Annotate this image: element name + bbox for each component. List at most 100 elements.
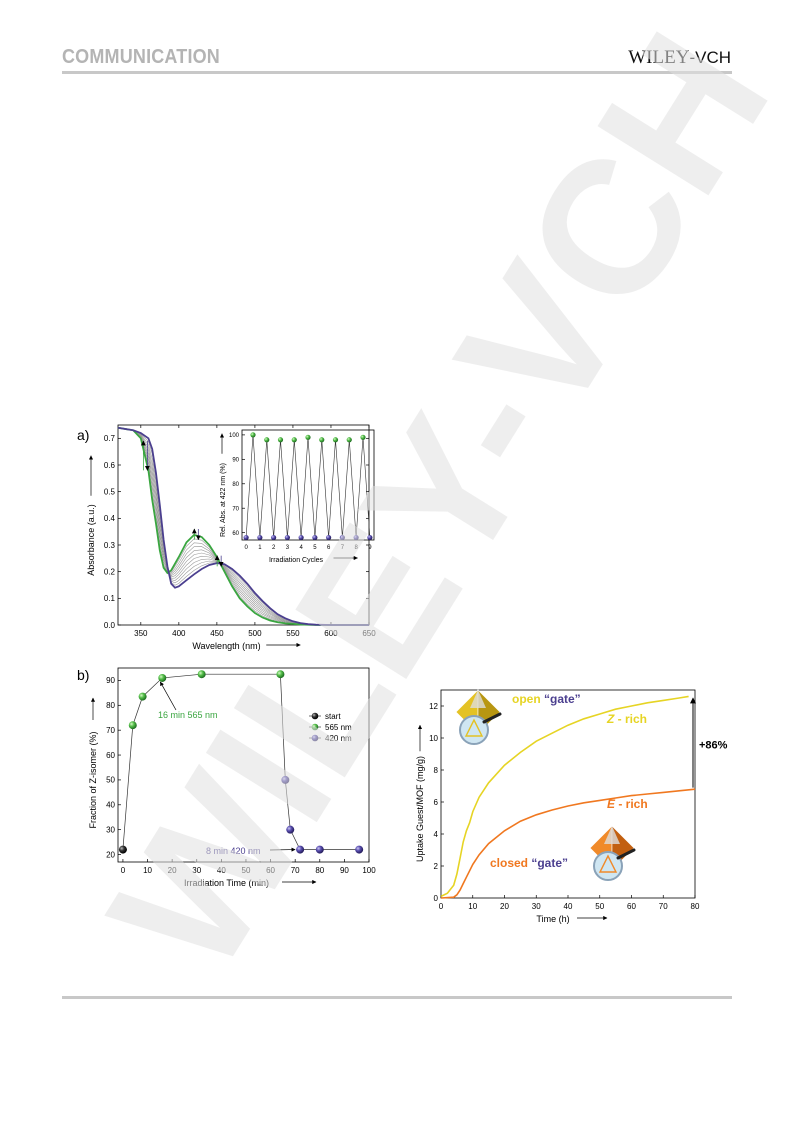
c-closed-crystal-icon-facet: [604, 826, 620, 844]
b-xtick-label: 0: [121, 866, 126, 875]
a-ytick-label: 0.5: [104, 487, 116, 496]
a-inset-xtick-label: 5: [313, 545, 317, 551]
a-ylabel: Absorbance (a.u.): [86, 504, 96, 576]
c-xtick-label: 20: [500, 902, 509, 911]
c-ytick-label: 6: [434, 798, 439, 807]
a-xtick-label: 450: [210, 629, 224, 638]
c-xtick-label: 40: [564, 902, 573, 911]
c-z-letter: Z: [606, 712, 615, 726]
b-point-565nm: [138, 692, 147, 701]
c-ytick-label: 12: [429, 702, 438, 711]
a-inset-point-purple: [326, 534, 332, 541]
b-legend-label: 420 nm: [325, 734, 352, 743]
c-increase-label: +86%: [699, 739, 728, 751]
b-ytick-label: 80: [106, 701, 115, 710]
a-intermediate-spectrum: [117, 427, 369, 626]
c-xtick-label: 0: [439, 902, 444, 911]
c-xtick-label: 30: [532, 902, 541, 911]
b-ytick-label: 60: [106, 751, 115, 760]
a-ytick-label: 0.7: [104, 434, 116, 443]
c-ytick-label: 8: [434, 766, 439, 775]
c-open-crystal-icon-lens-content: [464, 718, 484, 737]
c-open-word: open: [512, 692, 541, 706]
a-inset-point-purple: [353, 534, 359, 541]
a-ytick-label: 0.3: [104, 541, 116, 550]
panel-a-label: a): [77, 427, 90, 443]
watermark: WILEY-VCH: [70, 0, 793, 1007]
c-ytick-label: 4: [434, 830, 439, 839]
a-inset-xlabel: Irradiation Cycles: [269, 557, 324, 564]
b-legend-label: 565 nm: [325, 723, 352, 732]
c-ylabel: Uptake Guest/MOF (mg/g): [415, 756, 425, 862]
b-frame: [117, 667, 370, 863]
a-inset-xtick-label: 9: [368, 545, 372, 551]
header-rule: [62, 71, 732, 74]
a-inset-point-purple: [257, 534, 263, 541]
b-xtick-label: 80: [315, 866, 324, 875]
footer-rule: [62, 996, 732, 999]
b-point-420nm: [296, 845, 305, 854]
c-closed-word: closed: [490, 856, 528, 870]
section-title: COMMUNICATION: [62, 46, 220, 68]
a-inset-point-green: [250, 432, 256, 438]
panel-c: 0 10 20 30 40 50 60 70 80 0 2 4 6 8 10 12 Time (h) Uptake…: [415, 689, 728, 924]
a-inset-ylabel: Rel. Abs. at 422 nm (%): [220, 463, 227, 537]
a-inset-point-green: [291, 437, 297, 443]
b-point-565nm: [158, 673, 167, 682]
a-inset-xtick-label: 8: [354, 545, 358, 551]
c-ytick-label: 10: [429, 734, 438, 743]
c-closed-crystal-icon: [589, 825, 636, 881]
c-open-crystal-icon-lens: [459, 715, 489, 745]
a-ytick-label: 0.6: [104, 461, 116, 470]
a-inset-point-purple: [284, 534, 290, 541]
a-inset-xtick-label: 1: [258, 545, 262, 551]
a-inset-point-purple: [243, 534, 249, 541]
a-spectrum-420: [117, 426, 369, 626]
c-ytick-label: 2: [434, 862, 439, 871]
a-xtick-label: 600: [324, 629, 338, 638]
b-point-420nm: [355, 845, 364, 854]
a-ytick-label: 0.0: [104, 621, 116, 630]
b-xtick-label: 70: [291, 866, 300, 875]
a-inset-frame: [241, 429, 375, 541]
b-xtick-label: 30: [192, 866, 201, 875]
b-point-565nm: [276, 670, 285, 679]
c-open-gate-label: open “gate”: [512, 692, 581, 706]
c-gate-word: “gate”: [528, 856, 568, 870]
a-inset-xtick-label: 6: [327, 545, 331, 551]
b-xtick-label: 60: [266, 866, 275, 875]
a-inset-ytick-label: 60: [232, 531, 239, 537]
c-open-crystal-icon-facet: [470, 690, 486, 708]
a-xtick-label: 550: [286, 629, 300, 638]
a-inset-xtick-label: 7: [341, 545, 345, 551]
a-inset-point-purple: [339, 534, 345, 541]
a-ytick-label: 0.1: [104, 594, 116, 603]
b-point-420nm: [315, 845, 324, 854]
a-inset-ytick-label: 90: [232, 457, 239, 463]
a-inset-point-green: [346, 437, 352, 443]
c-open-crystal-icon-handle: [482, 712, 502, 724]
a-inset: 0 1 2 3 4 5 6 7 8 9 60 70 80 90 100 Irradiation Cycles R…: [219, 429, 375, 564]
b-xtick-label: 50: [242, 866, 251, 875]
a-ytick-label: 0.4: [104, 514, 116, 523]
a-inset-point-purple: [298, 534, 304, 541]
c-closed-crystal-icon-lens: [593, 851, 623, 881]
a-inset-xtick-label: 4: [299, 545, 303, 551]
watermark-text: WILEY-VCH: [70, 0, 793, 1007]
b-xtick-label: 100: [362, 866, 376, 875]
a-inset-point-green: [319, 437, 325, 443]
b-legend-marker: [311, 723, 319, 731]
a-ytick-label: 0.2: [104, 567, 116, 576]
b-ylabel: Fraction of Z-isomer (%): [88, 731, 98, 828]
c-xtick-label: 70: [659, 902, 668, 911]
a-inset-point-green: [264, 437, 270, 443]
b-legend-label: start: [325, 712, 341, 721]
b-legend-marker: [311, 712, 319, 720]
a-inset-xtick-label: 0: [244, 545, 248, 551]
panel-b-label: b): [77, 667, 90, 683]
publisher-logo: WILEY-VCH: [628, 47, 731, 69]
a-inset-point-green: [360, 434, 366, 440]
b-ytick-label: 40: [106, 801, 115, 810]
a-inset-point-purple: [312, 534, 318, 541]
a-inset-ytick-label: 70: [232, 506, 239, 512]
